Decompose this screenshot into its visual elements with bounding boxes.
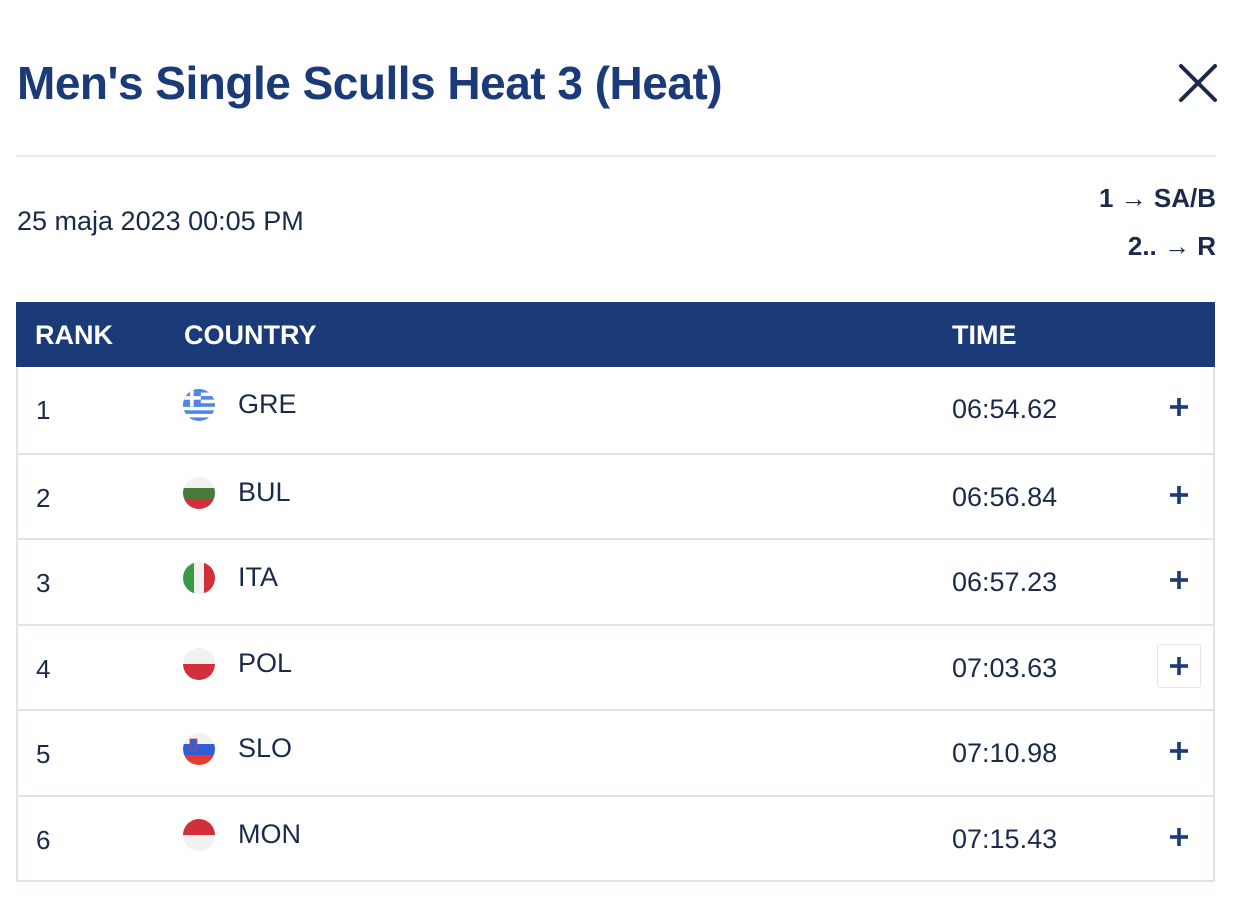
rank-cell: 4 (36, 653, 51, 684)
bulgaria-flag-icon (183, 476, 215, 509)
table-row: 6 MON 07:15.43 (18, 794, 1213, 881)
slovenia-flag-icon (183, 733, 215, 765)
country-cell: POL (238, 647, 293, 678)
table-row: 1 GRE 06:54.62 (18, 367, 1213, 453)
race-date: 25 maja 2023 00:05 PM (17, 206, 304, 236)
table-row: 4 POL 07:03.63 (18, 623, 1213, 710)
greece-flag-icon (183, 389, 215, 421)
expand-row-button[interactable] (1157, 815, 1201, 859)
table-header: RANK COUNTRY TIME (16, 302, 1215, 367)
country-cell: BUL (238, 476, 291, 507)
rank-cell: 2 (36, 482, 51, 513)
time-cell: 07:15.43 (952, 823, 1058, 854)
column-header-time: TIME (952, 320, 1017, 350)
table-row: 2 BUL 06:56.84 (18, 452, 1213, 539)
expand-row-button[interactable] (1157, 643, 1201, 688)
rank-cell: 1 (36, 395, 51, 425)
country-cell: SLO (238, 733, 293, 763)
column-header-rank: RANK (35, 320, 113, 350)
italy-flag-icon (183, 562, 215, 594)
plus-icon (1170, 742, 1188, 760)
expand-row-button[interactable] (1157, 385, 1201, 429)
country-cell: MON (238, 818, 301, 849)
time-cell: 06:57.23 (952, 567, 1058, 597)
plus-icon (1170, 485, 1188, 504)
expand-row-button[interactable] (1157, 729, 1201, 773)
monaco-flag-icon (183, 818, 215, 851)
time-cell: 07:03.63 (952, 652, 1058, 683)
expand-row-button[interactable] (1157, 558, 1201, 602)
expand-row-button[interactable] (1157, 473, 1201, 517)
rank-cell: 3 (36, 568, 51, 598)
poland-flag-icon (183, 647, 215, 680)
page-title: Men's Single Sculls Heat 3 (Heat) (17, 57, 723, 109)
close-button[interactable] (1175, 60, 1221, 106)
plus-icon (1170, 656, 1188, 675)
plus-icon (1170, 571, 1188, 589)
rank-cell: 5 (36, 739, 51, 769)
country-cell: ITA (238, 562, 278, 592)
plus-icon (1170, 827, 1188, 846)
progression-rules: 1 → SA/B 2.. → R (1099, 182, 1216, 278)
time-cell: 06:56.84 (952, 481, 1058, 512)
column-header-country: COUNTRY (184, 320, 317, 350)
progression-rule: 2.. → R (1127, 231, 1216, 261)
table-body: 1 GRE 06:54.62 (18, 367, 1213, 880)
close-icon (1179, 64, 1217, 102)
table-row: 3 ITA 06:57.23 (18, 538, 1213, 624)
rank-cell: 6 (36, 824, 51, 855)
header-divider (16, 155, 1216, 157)
time-cell: 07:10.98 (952, 738, 1058, 768)
results-table: RANK COUNTRY TIME 1 (16, 302, 1215, 882)
time-cell: 06:54.62 (952, 394, 1058, 424)
plus-icon (1170, 398, 1188, 416)
country-cell: GRE (238, 389, 297, 419)
table-row: 5 SLO 07:10.98 (18, 709, 1213, 795)
progression-rule: 1 → SA/B (1098, 183, 1216, 213)
